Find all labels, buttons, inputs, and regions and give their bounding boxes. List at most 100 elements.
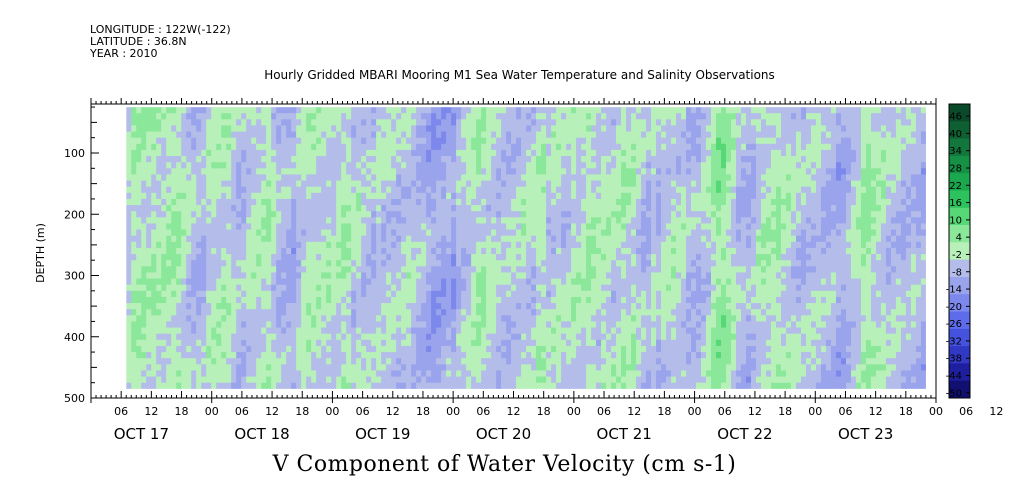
heatmap-cell [131, 235, 137, 243]
heatmap-cell [371, 315, 377, 323]
heatmap-cell [236, 241, 242, 249]
heatmap-cell [541, 376, 547, 384]
heatmap-cell [341, 186, 347, 194]
heatmap-cell [231, 241, 237, 249]
heatmap-cell [281, 217, 287, 225]
heatmap-cell [401, 315, 407, 323]
heatmap-cell [336, 309, 342, 316]
heatmap-cell [656, 309, 662, 316]
heatmap-cell [331, 345, 337, 353]
heatmap-cell [501, 149, 507, 157]
heatmap-cell [211, 290, 217, 298]
heatmap-cell [386, 125, 392, 133]
heatmap-cell [571, 260, 577, 267]
heatmap-cell [376, 211, 382, 218]
heatmap-cell [266, 352, 272, 359]
heatmap-cell [141, 339, 147, 347]
heatmap-cell [276, 143, 282, 151]
heatmap-cell [651, 284, 657, 292]
heatmap-cell [376, 327, 382, 335]
heatmap-cell [181, 162, 187, 169]
heatmap-cell [366, 143, 372, 151]
heatmap-cell [521, 247, 527, 255]
heatmap-cell [521, 137, 527, 145]
heatmap-cell [346, 266, 352, 274]
heatmap-cell [571, 321, 577, 329]
heatmap-cell [386, 241, 392, 249]
heatmap-cell [166, 303, 172, 310]
heatmap-cell [161, 241, 167, 249]
heatmap-cell [636, 290, 642, 298]
heatmap-cell [151, 205, 157, 212]
heatmap-cell [571, 303, 577, 310]
heatmap-cell [416, 327, 422, 335]
heatmap-cell [381, 327, 387, 335]
heatmap-cell [386, 149, 392, 157]
heatmap-cell [166, 149, 172, 157]
heatmap-cell [576, 352, 582, 359]
heatmap-cell [446, 321, 452, 329]
heatmap-cell [286, 168, 292, 176]
heatmap-cell [596, 260, 602, 267]
heatmap-cell [431, 266, 437, 274]
heatmap-cell [246, 107, 252, 114]
heatmap-cell [416, 241, 422, 249]
heatmap-cell [131, 339, 137, 347]
heatmap-cell [236, 162, 242, 169]
heatmap-cell [221, 352, 227, 359]
heatmap-cell [211, 211, 217, 218]
heatmap-cell [466, 186, 472, 194]
heatmap-cell [566, 174, 572, 182]
heatmap-cell [261, 254, 267, 261]
heatmap-cell [651, 156, 657, 163]
heatmap-cell [251, 339, 257, 347]
heatmap-cell [496, 260, 502, 267]
heatmap-cell [521, 303, 527, 310]
heatmap-cell [536, 162, 542, 169]
heatmap-cell [281, 339, 287, 347]
heatmap-cell [436, 156, 442, 163]
heatmap-cell [456, 284, 462, 292]
heatmap-cell [351, 352, 357, 359]
heatmap-cell [411, 143, 417, 151]
heatmap-cell [176, 168, 182, 176]
heatmap-cell [241, 217, 247, 225]
heatmap-cell [381, 241, 387, 249]
heatmap-cell [351, 107, 357, 114]
heatmap-cell [531, 303, 537, 310]
heatmap-cell [256, 162, 262, 169]
heatmap-cell [206, 358, 212, 365]
heatmap-cell [226, 327, 232, 335]
heatmap-cell [481, 119, 487, 127]
heatmap-cell [171, 205, 177, 212]
heatmap-cell [196, 143, 202, 151]
heatmap-cell [511, 119, 517, 127]
heatmap-cell [136, 168, 142, 176]
heatmap-cell [381, 137, 387, 145]
heatmap-cell [466, 352, 472, 359]
heatmap-cell [366, 205, 372, 212]
heatmap-cell [516, 162, 522, 169]
heatmap-cell [496, 327, 502, 335]
heatmap-cell [446, 382, 452, 389]
heatmap-cell [621, 119, 627, 127]
heatmap-cell [591, 217, 597, 225]
heatmap-cell [191, 162, 197, 169]
heatmap-cell [566, 247, 572, 255]
heatmap-cell [471, 303, 477, 310]
heatmap-cell [466, 119, 472, 127]
heatmap-cell [431, 254, 437, 261]
heatmap-cell [391, 131, 397, 139]
heatmap-cell [461, 364, 467, 372]
heatmap-cell [431, 272, 437, 280]
heatmap-cell [346, 345, 352, 353]
heatmap-cell [251, 131, 257, 139]
heatmap-cell [576, 247, 582, 255]
heatmap-cell [461, 290, 467, 298]
heatmap-cell [601, 186, 607, 194]
heatmap-cell [186, 254, 192, 261]
heatmap-cell [361, 143, 367, 151]
heatmap-cell [376, 125, 382, 133]
heatmap-cell [386, 358, 392, 365]
heatmap-cell [421, 192, 427, 200]
